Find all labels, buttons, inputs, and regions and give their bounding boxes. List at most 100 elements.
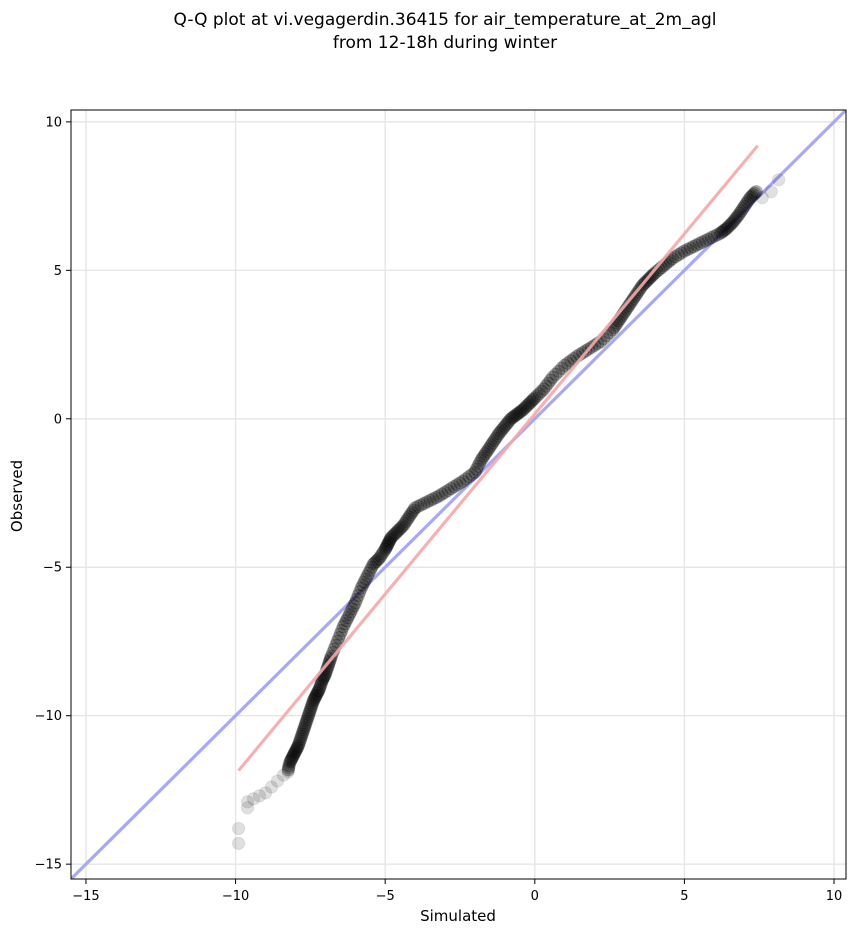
quantile-point-13: [282, 758, 296, 773]
x-tick-label-3: 0: [531, 889, 539, 904]
quantile-point-19: [286, 749, 300, 763]
quantile-point-172: [501, 415, 515, 430]
quantile-point-35: [298, 718, 312, 733]
quantile-point-128: [405, 505, 419, 520]
quantile-point-259: [680, 242, 695, 257]
quantile-point-31: [295, 727, 309, 741]
quantile-point-45: [305, 696, 320, 710]
quantile-point-270: [713, 226, 728, 240]
quantile-point-10: [281, 765, 295, 779]
quantile-point-98: [366, 557, 380, 571]
quantile-point-257: [674, 246, 689, 260]
quantile-point-208: [575, 346, 590, 360]
quantile-point-173: [502, 413, 517, 428]
quantile-point-16: [284, 753, 298, 767]
quantile-point-262: [689, 238, 704, 252]
quantile-point-106: [378, 542, 392, 557]
quantile-point-77: [335, 623, 349, 638]
quantile-point-191: [530, 389, 544, 403]
quantile-point-273: [718, 223, 732, 237]
quantile-point-114: [384, 530, 398, 545]
y-axis-label: Observed: [8, 460, 26, 532]
quantile-point-156: [477, 449, 491, 463]
quantile-point-47: [307, 692, 321, 707]
quantile-point-3: [240, 795, 255, 809]
quantile-point-54: [312, 682, 327, 696]
quantile-point-125: [400, 512, 415, 526]
quantile-point-193: [534, 384, 549, 399]
quantile-point-158: [480, 444, 494, 459]
quantile-point-105: [376, 544, 391, 559]
quantile-point-179: [511, 406, 526, 420]
quantile-points: [231, 184, 763, 851]
quantile-point-199: [549, 367, 563, 381]
quantile-point-115: [385, 529, 400, 543]
quantile-point-127: [403, 507, 418, 522]
quantile-point-263: [692, 236, 707, 251]
quantile-point-269: [710, 228, 725, 242]
quantile-point-169: [496, 421, 511, 435]
quantile-point-161: [484, 438, 499, 452]
quantile-point-22: [288, 744, 303, 759]
chart-title-line-1: Q-Q plot at vi.vegagerdin.36415 for air_…: [173, 10, 716, 30]
quantile-point-133: [417, 496, 431, 511]
quantile-point-287: [739, 197, 753, 211]
quantile-point-282: [731, 208, 745, 223]
quantile-point-264: [695, 235, 710, 249]
x-tick-label-0: −15: [72, 889, 99, 904]
x-axis-label: Simulated: [420, 907, 496, 925]
quantile-point-39: [301, 709, 315, 724]
quantile-point-137: [429, 490, 443, 505]
quantile-point-147: [459, 472, 473, 486]
quantile-point-104: [375, 547, 389, 561]
quantile-point-85: [347, 599, 361, 613]
quantile-point-48: [308, 691, 322, 705]
y-axis-ticks: −15 −10 −5 0 5 10: [35, 115, 71, 873]
quantile-point-112: [382, 533, 397, 548]
quantile-point-94: [360, 569, 374, 583]
quantile-point-57: [314, 675, 329, 689]
quantile-point-163: [487, 433, 502, 448]
quantile-point-2: [240, 801, 255, 815]
quantile-point-102: [372, 551, 386, 566]
quantile-point-166: [492, 426, 506, 441]
quantile-point-107: [379, 541, 393, 555]
x-axis-ticks: −15 −10 −5 0 5 10: [72, 879, 842, 904]
quantile-point-256: [671, 248, 686, 262]
quantile-point-135: [423, 493, 437, 508]
quantile-point-120: [393, 521, 407, 536]
quantile-point-84: [345, 602, 359, 616]
quantile-point-200: [552, 364, 566, 378]
quantile-point-185: [520, 398, 535, 413]
quantile-point-126: [402, 510, 416, 524]
quantile-point-109: [380, 538, 395, 552]
y-tick-label-1: −10: [35, 709, 62, 724]
quantile-point-268: [707, 229, 722, 243]
quantile-point-281: [730, 210, 744, 224]
identity-line: [71, 110, 846, 879]
quantile-point-174: [504, 412, 518, 426]
quantile-point-37: [299, 714, 314, 728]
quantile-point-280: [728, 212, 742, 226]
quantile-point-27: [292, 736, 306, 750]
quantile-point-44: [305, 698, 319, 713]
quantile-point-260: [683, 241, 698, 255]
quantile-point-162: [486, 435, 500, 450]
x-tick-label-4: 5: [680, 889, 688, 904]
quantile-point-32: [296, 725, 310, 739]
x-tick-label-2: −5: [376, 889, 395, 904]
quantile-point-286: [737, 199, 751, 214]
quantile-point-29: [293, 732, 308, 746]
quantile-point-21: [287, 746, 302, 760]
quantile-point-160: [483, 440, 497, 454]
quantile-point-157: [478, 446, 493, 461]
quantile-point-189: [526, 392, 541, 407]
quantile-point-6: [258, 786, 273, 800]
quantile-point-146: [456, 474, 470, 488]
quantile-point-132: [414, 498, 428, 512]
quantile-point-1: [231, 821, 246, 836]
x-tick-label-5: 10: [826, 889, 843, 904]
quantile-point-171: [499, 417, 514, 432]
quantile-point-118: [390, 524, 404, 539]
quantile-point-34: [297, 720, 312, 735]
